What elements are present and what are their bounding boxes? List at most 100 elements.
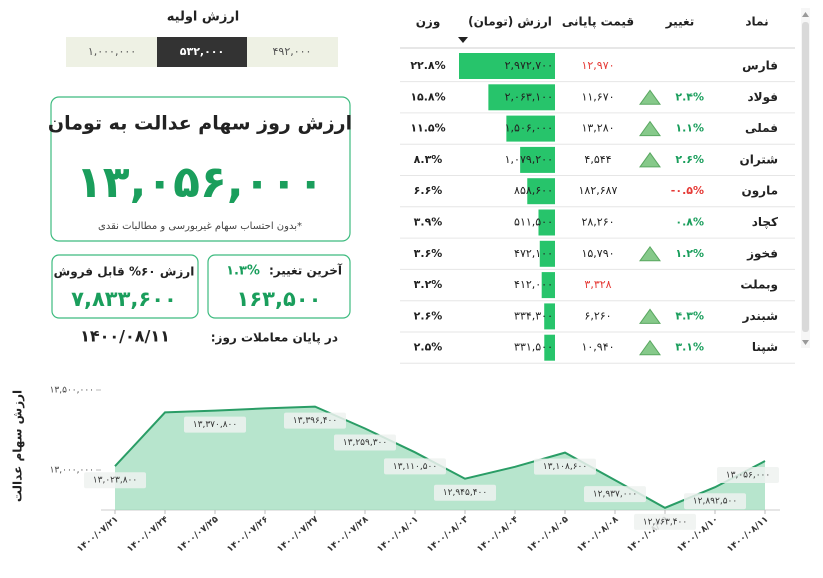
x-tick-label: ۱۴۰۰/۰۷/۲۴ <box>125 514 171 554</box>
weight: ۳.۲% <box>414 278 443 291</box>
value: ۲,۹۷۲,۷۰۰ <box>505 59 553 72</box>
table-header[interactable]: ارزش (تومان) <box>468 15 552 30</box>
table-header[interactable]: وزن <box>416 15 441 30</box>
symbol: شبندر <box>742 309 778 323</box>
weight: ۱۱.۵% <box>410 122 445 135</box>
change-value: ۱۶۳,۵۰۰ <box>237 287 322 311</box>
weight: ۳.۹% <box>414 216 443 229</box>
data-label-bg <box>584 486 646 503</box>
data-label-bg <box>634 513 696 530</box>
x-tick-label: ۱۴۰۰/۰۸/۰۴ <box>475 514 521 554</box>
weight: ۳.۶% <box>414 247 443 260</box>
up-arrow <box>639 339 661 356</box>
value: ۴۱۲,۰۰۰ <box>514 278 553 291</box>
value-bar <box>520 146 555 173</box>
price: ۶,۲۶۰ <box>584 309 611 322</box>
up-arrow <box>639 120 661 137</box>
data-label: ۱۲,۸۹۲,۵۰۰ <box>693 497 737 507</box>
up-arrow <box>639 89 661 105</box>
x-tick-label: ۱۴۰۰/۰۷/۲۸ <box>325 514 371 554</box>
option-button[interactable]: ۴۹۲,۰۰۰ <box>273 45 312 58</box>
value-bar <box>539 240 555 267</box>
x-tick-label: ۱۴۰۰/۰۷/۲۵ <box>175 514 221 554</box>
x-tick-label: ۱۴۰۰/۰۸/۰۸ <box>575 514 621 554</box>
price: ۱۵,۷۹۰ <box>581 247 614 260</box>
option-button[interactable]: ۱,۰۰۰,۰۰۰ <box>88 45 136 58</box>
data-label-bg <box>384 458 446 475</box>
sort-arrow[interactable] <box>458 37 468 43</box>
data-label: ۱۳,۳۷۰,۸۰۰ <box>193 420 237 430</box>
value-bar <box>527 178 555 205</box>
data-label-bg <box>684 493 746 510</box>
option-button[interactable]: ۵۳۲,۰۰۰ <box>180 45 224 58</box>
x-tick-label: ۱۴۰۰/۰۷/۲۱ <box>75 515 120 555</box>
table-header[interactable]: قیمت پایانی <box>562 15 634 29</box>
value: ۳۳۴,۳۰۰ <box>514 309 553 322</box>
data-label-bg <box>534 458 596 475</box>
data-label-bg <box>717 467 779 484</box>
table-header[interactable]: تغییر <box>665 15 695 29</box>
change: ۳.۱% <box>675 341 704 354</box>
option-selected-bg[interactable] <box>157 37 247 67</box>
price: ۳,۳۲۸ <box>584 278 611 291</box>
up-arrow <box>639 308 661 324</box>
card-note: *بدون احتساب سهام غیربورسی و مطالبات نقد… <box>98 221 302 232</box>
x-tick-label: ۱۴۰۰/۰۸/۰۳ <box>425 514 471 554</box>
price: ۱۲,۹۷۰ <box>581 59 614 72</box>
change: -۰.۵% <box>671 184 704 197</box>
data-label-bg <box>184 416 246 433</box>
x-tick-label: ۱۴۰۰/۰۷/۲۶ <box>225 515 270 555</box>
value-bar <box>459 53 555 79</box>
data-label: ۱۳,۲۵۹,۳۰۰ <box>343 438 387 448</box>
value: ۲,۰۶۳,۱۰۰ <box>505 90 553 103</box>
data-label: ۱۲,۹۴۵,۴۰۰ <box>443 488 487 498</box>
y-tick-label: ۱۳,۵۰۰,۰۰۰ <box>50 386 94 396</box>
data-label: ۱۳,۳۹۶,۴۰۰ <box>293 416 337 426</box>
data-label-bg <box>434 484 496 501</box>
sellable-card <box>51 254 199 319</box>
weight: ۸.۳% <box>414 153 443 166</box>
data-label-bg <box>284 412 346 429</box>
symbol: کچاد <box>752 215 778 229</box>
value: ۵۱۱,۵۰۰ <box>514 216 553 229</box>
value: ۴۷۲,۱۰۰ <box>514 247 553 260</box>
x-tick-label: ۱۴۰۰/۰۸/۰۱ <box>375 515 420 555</box>
scroll-down[interactable] <box>802 340 809 345</box>
price: ۴,۵۴۴ <box>584 153 611 166</box>
table-header[interactable]: نماد <box>745 15 768 29</box>
price: ۲۸,۲۶۰ <box>581 216 614 229</box>
y-axis-title: ارزش سهام عدالت <box>11 390 26 502</box>
symbol: شپنا <box>752 340 778 354</box>
scroll-up[interactable] <box>802 12 809 17</box>
change: ۲.۶% <box>675 153 704 166</box>
value: ۱,۰۷۹,۲۰۰ <box>505 153 553 166</box>
change-percent: ۱.۳% <box>226 264 260 279</box>
card-title: ارزش روز سهام عدالت به تومان <box>48 113 352 135</box>
value: ۳۳۱,۵۰۰ <box>514 341 553 354</box>
symbol: فملی <box>745 121 778 135</box>
value-bar <box>541 272 555 299</box>
sellable-value: ۷,۸۳۳,۶۰۰ <box>71 287 177 311</box>
scroll-thumb[interactable] <box>802 22 809 332</box>
price: ۱۸۲,۶۸۷ <box>579 184 618 197</box>
value-bar <box>544 303 555 330</box>
area <box>115 406 765 510</box>
data-label-bg <box>84 472 146 489</box>
value-bar <box>538 209 555 236</box>
card-value: ۱۳,۰۵۶,۰۰۰ <box>76 157 324 208</box>
weight: ۶.۶% <box>414 184 443 197</box>
price: ۱۰,۹۴۰ <box>581 341 614 354</box>
data-label: ۱۳,۱۱۰,۵۰۰ <box>393 462 437 472</box>
weight: ۲.۶% <box>414 309 443 322</box>
value: ۱,۵۰۶,۰۰۰ <box>505 122 553 135</box>
symbol: فارس <box>742 59 778 73</box>
data-label: ۱۳,۰۵۶,۰۰۰ <box>726 471 770 481</box>
change: ۰.۸% <box>675 216 704 229</box>
change: ۱.۱% <box>675 122 704 135</box>
sellable-label: ارزش ۶۰% قابل فروش <box>54 265 195 280</box>
symbol: وبملت <box>740 278 778 293</box>
change: ۴.۳% <box>675 309 704 322</box>
change: ۲.۴% <box>675 90 704 103</box>
options-label: ارزش اولیه <box>167 10 240 25</box>
